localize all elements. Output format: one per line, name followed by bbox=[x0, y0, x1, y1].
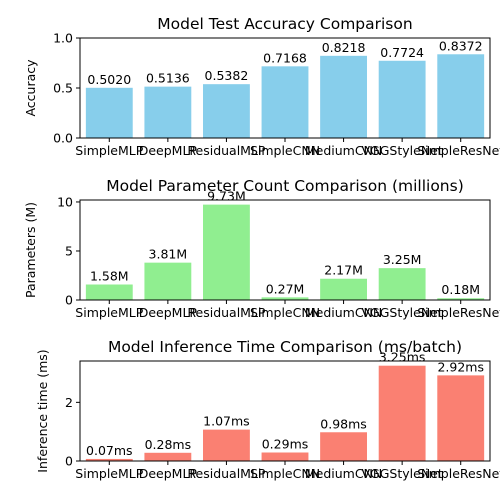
chart-3-x-tick-label-simplemlp: SimpleMLP bbox=[75, 466, 143, 481]
chart-3-bar-deepmlp bbox=[144, 452, 192, 461]
chart-3-y-axis-label: Inference time (ms) bbox=[35, 349, 50, 472]
chart-2-x-tick-label-deepmlp: DeepMLP bbox=[139, 305, 198, 320]
chart-1-title: Model Test Accuracy Comparison bbox=[157, 15, 412, 33]
chart-3-data-label-deepmlp: 0.28ms bbox=[145, 437, 192, 452]
chart-2-bar-simplemlp bbox=[85, 284, 133, 300]
chart-2-data-label-simpleresnet: 0.18M bbox=[441, 282, 480, 297]
chart-1-x-tick-label-deepmlp: DeepMLP bbox=[139, 143, 198, 158]
chart-3-title: Model Inference Time Comparison (ms/batc… bbox=[108, 338, 462, 356]
chart-2-data-label-vggstylenet: 3.25M bbox=[383, 252, 422, 267]
chart-1-x-tick-label-vggstylenet: VGGStyleNet bbox=[362, 143, 443, 158]
chart-2-bar-residualmlp bbox=[203, 204, 250, 300]
chart-2-bar-simplecnn bbox=[261, 297, 309, 300]
chart-1-bar-mediumcnn bbox=[320, 55, 367, 138]
chart-2-bar-deepmlp bbox=[144, 262, 192, 300]
chart-1-data-label-vggstylenet: 0.7724 bbox=[380, 45, 424, 60]
chart-2-y-tick-label: 0 bbox=[65, 293, 73, 308]
chart-2-bar-vggstylenet bbox=[378, 268, 426, 300]
chart-3-y-tick-label: 2 bbox=[65, 395, 73, 410]
chart-1-x-tick-label-residualmlp: ResidualMLP bbox=[187, 143, 266, 158]
chart-3-x-tick-label-simpleresnet: SimpleResNet bbox=[417, 466, 500, 481]
chart-1-x-tick-label-mediumcnn: MediumCNN bbox=[305, 143, 382, 158]
chart-3-bar-simpleresnet bbox=[437, 375, 485, 461]
chart-1-y-tick-label: 0.0 bbox=[53, 131, 73, 146]
chart-2-x-tick-label-simplemlp: SimpleMLP bbox=[75, 305, 143, 320]
chart-3-bar-residualmlp bbox=[203, 429, 250, 461]
chart-1-x-tick-label-simpleresnet: SimpleResNet bbox=[417, 143, 500, 158]
chart-2-y-tick-label: 5 bbox=[65, 243, 73, 258]
chart-2-x-tick-label-simplecnn: SimpleCNN bbox=[250, 305, 320, 320]
chart-3-x-tick-label-mediumcnn: MediumCNN bbox=[305, 466, 382, 481]
chart-1-x-tick-label-simplecnn: SimpleCNN bbox=[250, 143, 320, 158]
chart-2-title: Model Parameter Count Comparison (millio… bbox=[106, 177, 464, 195]
chart-2-x-tick-label-residualmlp: ResidualMLP bbox=[187, 305, 266, 320]
chart-1-bar-vggstylenet bbox=[378, 60, 426, 139]
chart-3-data-label-mediumcnn: 0.98ms bbox=[320, 416, 367, 431]
chart-1-bar-residualmlp bbox=[203, 84, 250, 138]
chart-1-y-axis-label: Accuracy bbox=[23, 59, 38, 117]
chart-2-x-tick-label-vggstylenet: VGGStyleNet bbox=[362, 305, 443, 320]
chart-1-bar-simplecnn bbox=[261, 66, 309, 138]
chart-2-data-label-residualmlp: 9.73M bbox=[207, 189, 246, 204]
chart-1-data-label-deepmlp: 0.5136 bbox=[146, 71, 190, 86]
chart-3-x-tick-label-residualmlp: ResidualMLP bbox=[187, 466, 266, 481]
chart-1-data-label-mediumcnn: 0.8218 bbox=[322, 40, 366, 55]
chart-2-data-label-deepmlp: 3.81M bbox=[149, 247, 188, 262]
chart-2-bar-mediumcnn bbox=[320, 278, 367, 300]
chart-3-data-label-simplemlp: 0.07ms bbox=[86, 443, 133, 458]
chart-3-data-label-residualmlp: 1.07ms bbox=[203, 414, 250, 429]
chart-3-data-label-vggstylenet: 3.25ms bbox=[379, 350, 426, 365]
chart-3-x-tick-label-simplecnn: SimpleCNN bbox=[250, 466, 320, 481]
chart-1-data-label-simplemlp: 0.5020 bbox=[87, 72, 131, 87]
chart-1-axes-frame bbox=[79, 37, 491, 139]
chart-3-bar-simplecnn bbox=[261, 452, 309, 461]
chart-2-data-label-mediumcnn: 2.17M bbox=[324, 263, 363, 278]
chart-2-data-label-simplecnn: 0.27M bbox=[266, 281, 305, 296]
chart-2-x-tick-label-simpleresnet: SimpleResNet bbox=[417, 305, 500, 320]
chart-2-y-axis-label: Parameters (M) bbox=[23, 202, 38, 298]
chart-1-y-tick-label: 0.5 bbox=[53, 81, 73, 96]
chart-3-bar-mediumcnn bbox=[320, 432, 367, 461]
chart-3-x-tick-label-deepmlp: DeepMLP bbox=[139, 466, 198, 481]
chart-2-x-tick-label-mediumcnn: MediumCNN bbox=[305, 305, 382, 320]
chart-1-data-label-simpleresnet: 0.8372 bbox=[439, 38, 483, 53]
chart-2-bar-simpleresnet bbox=[437, 298, 485, 300]
chart-2-axes-frame bbox=[79, 199, 491, 301]
chart-1-y-tick-label: 1.0 bbox=[53, 31, 73, 46]
chart-3-y-tick-label: 0 bbox=[65, 454, 73, 469]
chart-3-data-label-simpleresnet: 2.92ms bbox=[437, 359, 484, 374]
chart-3-axes-frame bbox=[79, 360, 491, 462]
chart-1-bar-deepmlp bbox=[144, 86, 192, 138]
chart-1-data-label-residualmlp: 0.5382 bbox=[205, 68, 249, 83]
chart-1-data-label-simplecnn: 0.7168 bbox=[263, 50, 307, 65]
chart-2-data-label-simplemlp: 1.58M bbox=[90, 269, 129, 284]
chart-3-bar-vggstylenet bbox=[378, 365, 426, 461]
chart-1-x-tick-label-simplemlp: SimpleMLP bbox=[75, 143, 143, 158]
chart-2-y-tick-label: 10 bbox=[57, 194, 73, 209]
chart-3-data-label-simplecnn: 0.29ms bbox=[262, 437, 309, 452]
chart-3-bar-simplemlp bbox=[85, 458, 133, 461]
chart-1-bar-simplemlp bbox=[85, 87, 133, 138]
chart-3-x-tick-label-vggstylenet: VGGStyleNet bbox=[362, 466, 443, 481]
chart-1-bar-simpleresnet bbox=[437, 54, 485, 138]
